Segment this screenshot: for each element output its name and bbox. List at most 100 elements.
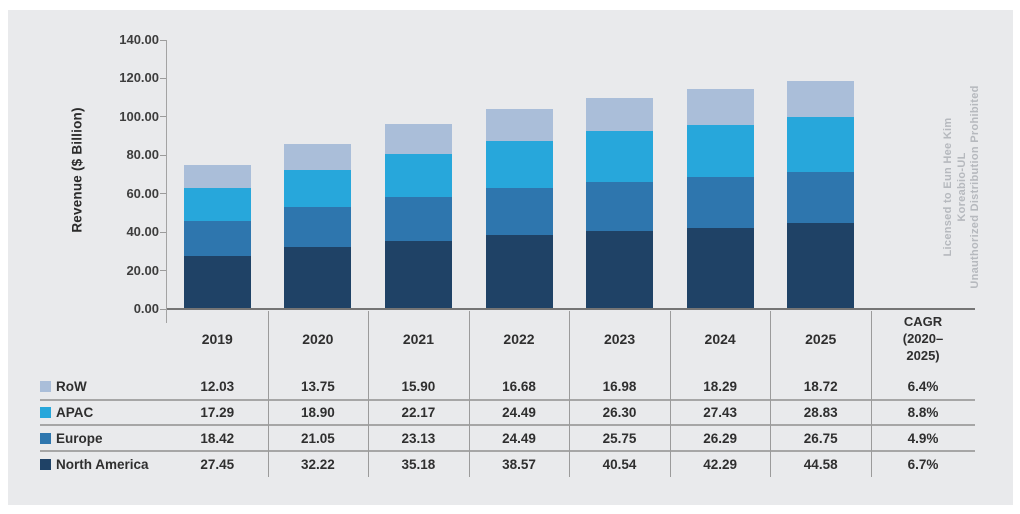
bar-segment-row [686, 89, 754, 125]
chart-panel: Revenue ($ Billion) 0.00 20.00 40.00 60.00 8… [8, 10, 1013, 505]
legend-label: Europe [56, 430, 103, 446]
legend-label: APAC [56, 405, 94, 420]
cagr-value: 8.8% [907, 405, 939, 420]
column-divider [669, 311, 671, 477]
year-label: 2025 [805, 331, 837, 347]
table-value: 25.75 [602, 430, 637, 446]
legend-swatch [40, 380, 51, 392]
cagr-value: 4.9% [907, 430, 939, 446]
y-tick-mark [160, 77, 167, 79]
license-watermark: Licensed to Eun Hee Kim Koreabio-UL Unau… [942, 85, 983, 288]
bar-segment-europe [183, 220, 251, 257]
column-divider [770, 311, 772, 477]
table-value: 27.43 [703, 405, 738, 420]
watermark-line: Licensed to Eun Hee Kim [941, 117, 954, 257]
y-tick-label: 140.00 [119, 32, 159, 47]
table-value: 15.90 [401, 378, 436, 394]
y-tick-mark [160, 308, 167, 310]
bar-segment-europe [787, 171, 855, 224]
table-value: 21.05 [300, 430, 335, 446]
table-value: 17.29 [200, 405, 235, 420]
bar-segment-row [485, 108, 553, 141]
y-tick-label: 120.00 [119, 70, 159, 86]
legend-item-apac: APAC [8, 400, 167, 425]
column-divider [871, 311, 872, 477]
legend-swatch [40, 432, 51, 444]
table-value: 24.49 [502, 405, 536, 420]
table-value: 22.17 [401, 405, 436, 420]
cagr-header-line: (2020– [902, 330, 944, 346]
table-value: 28.83 [803, 405, 838, 420]
cagr-value: 6.7% [907, 456, 939, 472]
bar-segment-apac [787, 116, 855, 172]
table-value: 42.29 [703, 456, 738, 472]
year-label: 2024 [704, 331, 736, 347]
cagr-header-line: 2025) [906, 347, 940, 363]
table-value: 12.03 [200, 378, 235, 394]
table-value: 18.42 [200, 430, 235, 446]
row-divider [40, 399, 975, 401]
bar-segment-north-america [183, 256, 251, 309]
cagr-column-header: CAGR (2020– 2025) [871, 312, 975, 364]
legend-swatch [40, 407, 51, 418]
y-tick-mark [160, 270, 167, 272]
bar-segment-europe [586, 181, 654, 232]
column-divider [267, 311, 269, 477]
bar-segment-europe [686, 177, 754, 228]
row-divider [40, 450, 975, 452]
bar-segment-europe [284, 206, 352, 248]
year-label: 2019 [201, 331, 233, 347]
table-value: 18.90 [300, 405, 335, 420]
table-value: 27.45 [200, 456, 235, 472]
bar-segment-row [787, 80, 855, 117]
table-value: 35.18 [401, 456, 436, 472]
bar-segment-europe [485, 187, 553, 235]
bar-segment-apac [586, 131, 654, 182]
y-tick-label: 100.00 [119, 108, 159, 124]
column-divider [368, 311, 370, 477]
bar-segment-north-america [787, 223, 855, 309]
table-value: 26.30 [602, 405, 637, 420]
bar-segment-north-america [686, 227, 754, 309]
y-tick-mark [160, 116, 167, 118]
table-value: 16.98 [602, 378, 637, 394]
year-label: 2022 [503, 331, 535, 347]
column-divider [468, 311, 470, 477]
legend-label: RoW [56, 378, 87, 394]
x-axis-stub-tick [166, 309, 167, 323]
y-tick-label: 0.00 [133, 301, 159, 316]
watermark-line: Koreabio-UL [955, 152, 968, 222]
legend-item-europe: Europe [8, 425, 167, 451]
stacked-bar-chart: 0.00 20.00 40.00 60.00 80.00 100.00 120.00 140.… [8, 10, 1013, 505]
year-label: 2020 [302, 331, 334, 347]
table-value: 18.29 [703, 378, 738, 394]
y-tick-label: 80.00 [126, 147, 159, 163]
legend-item-north-america: North America [8, 451, 167, 477]
bar-segment-europe [384, 196, 452, 242]
table-value: 40.54 [602, 456, 637, 472]
bar-segment-apac [686, 124, 754, 178]
table-value: 32.22 [300, 456, 335, 472]
bar-segment-row [586, 98, 654, 132]
cagr-header-line: CAGR [903, 313, 943, 329]
table-value: 26.29 [703, 430, 738, 446]
bar-segment-apac [485, 140, 553, 188]
y-tick-label: 20.00 [126, 262, 159, 278]
y-tick-mark [160, 193, 167, 195]
table-value: 18.72 [803, 378, 838, 394]
y-tick-label: 60.00 [126, 185, 159, 201]
table-value: 13.75 [300, 378, 335, 394]
bar-segment-apac [284, 170, 352, 207]
table-value: 26.75 [803, 430, 838, 446]
y-tick-label: 40.00 [126, 224, 159, 240]
year-label: 2021 [402, 331, 434, 347]
legend-swatch [40, 458, 51, 470]
y-tick-mark [160, 154, 167, 156]
table-value: 16.68 [502, 378, 536, 394]
bar-segment-north-america [284, 247, 352, 309]
cagr-value: 6.4% [907, 378, 939, 394]
bar-segment-north-america [485, 234, 553, 309]
bar-segment-row [183, 164, 251, 188]
y-tick-mark [160, 39, 167, 41]
legend-label: North America [56, 456, 149, 472]
